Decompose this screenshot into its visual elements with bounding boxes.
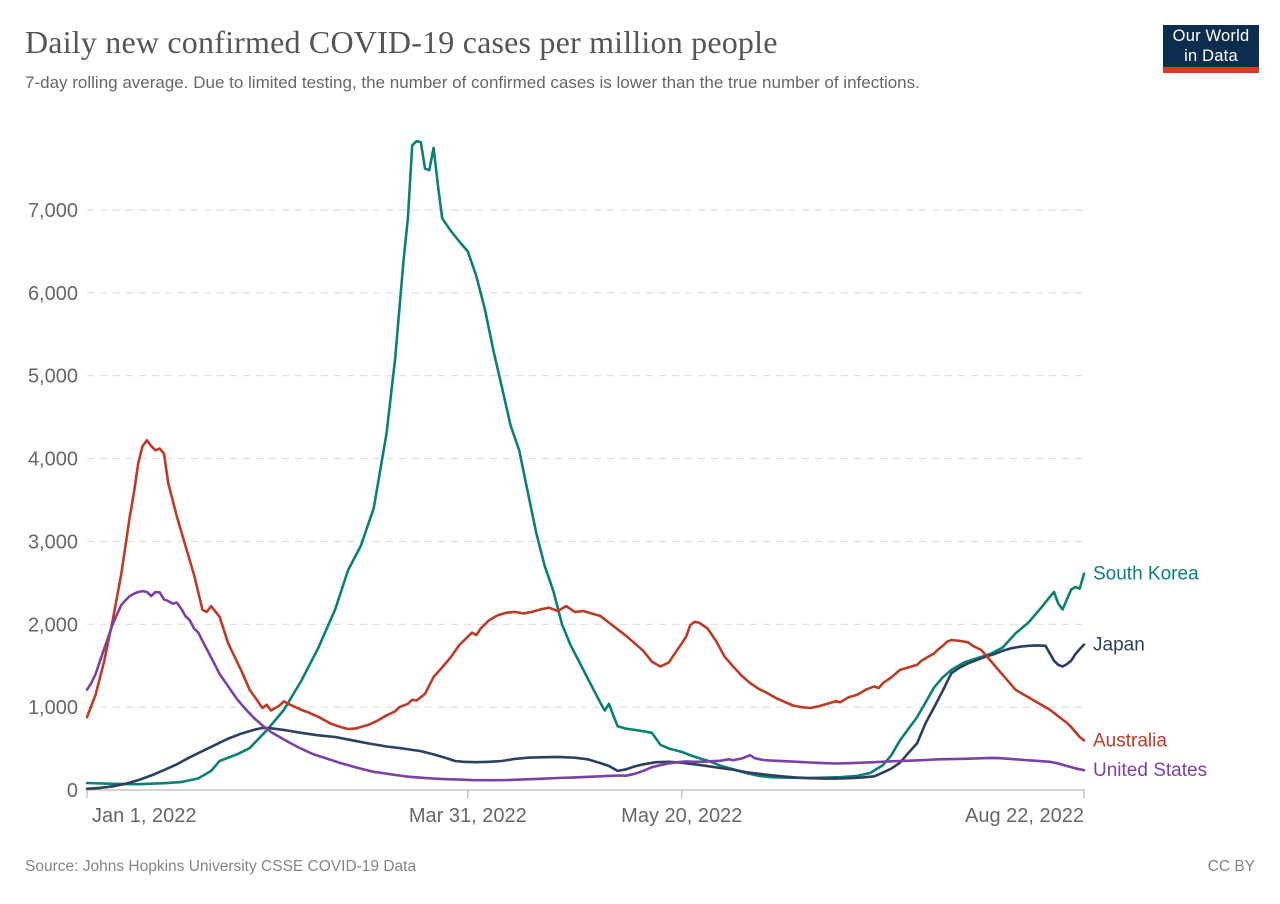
series-line-united-states[interactable]	[85, 589, 1086, 782]
x-axis-tick-label: Mar 31, 2022	[409, 805, 527, 827]
y-axis-tick-label: 5,000	[28, 366, 78, 388]
series-line-japan[interactable]	[85, 643, 1086, 791]
owid-logo[interactable]: Our World in Data	[1163, 25, 1259, 73]
series-label-australia[interactable]: Australia	[1093, 730, 1167, 751]
y-axis-tick-label: 0	[67, 780, 78, 802]
y-axis-tick-label: 2,000	[28, 614, 78, 636]
x-axis-tick-label: May 20, 2022	[621, 805, 742, 827]
series-line-australia[interactable]	[85, 439, 1086, 742]
chart-footer: Source: Johns Hopkins University CSSE CO…	[0, 858, 1280, 876]
y-axis-tick-label: 7,000	[28, 200, 78, 222]
y-axis-tick-label: 3,000	[28, 531, 78, 553]
x-axis-tick-label: Aug 22, 2022	[965, 805, 1084, 827]
series-label-south-korea[interactable]: South Korea	[1093, 564, 1199, 585]
x-axis-line	[86, 789, 1085, 798]
owid-logo-line2: in Data	[1184, 47, 1238, 65]
chart-subtitle: 7-day rolling average. Due to limited te…	[25, 73, 920, 92]
page-title: Daily new confirmed COVID-19 cases per m…	[25, 24, 778, 60]
y-axis-tick-label: 1,000	[28, 697, 78, 719]
license-badge[interactable]: CC BY	[1207, 858, 1255, 875]
series-label-united-states[interactable]: United States	[1093, 760, 1207, 781]
series-line-south-korea[interactable]	[85, 139, 1086, 786]
x-axis-tick-label: Jan 1, 2022	[92, 805, 197, 827]
y-axis-tick-label: 6,000	[28, 283, 78, 305]
y-axis-tick-label: 4,000	[28, 449, 78, 471]
source-note: Source: Johns Hopkins University CSSE CO…	[25, 858, 417, 875]
series-label-japan[interactable]: Japan	[1093, 635, 1145, 656]
owid-logo-line1: Our World	[1172, 27, 1250, 45]
